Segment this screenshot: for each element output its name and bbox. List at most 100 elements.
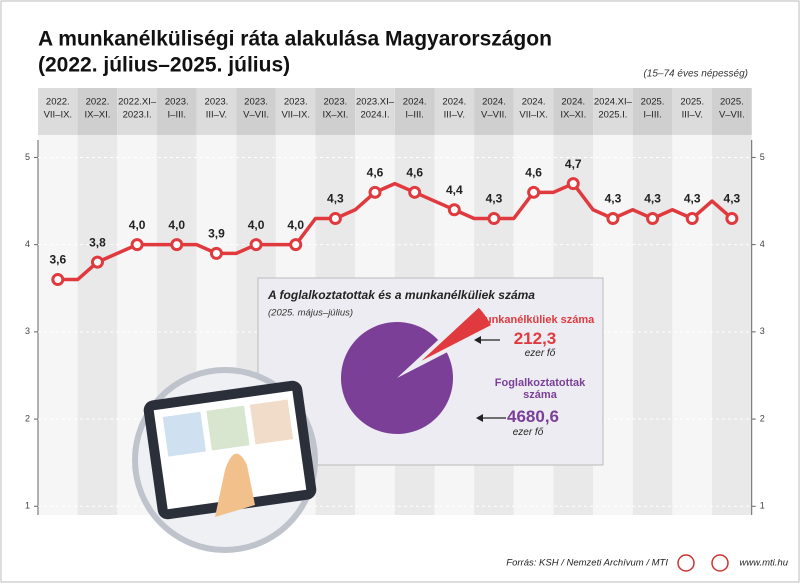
x-tick-label: 2024. [442,97,466,108]
header-cell [77,88,118,135]
y-tick-label: 1 [760,501,765,511]
x-tick-label: 2024. [561,97,585,108]
marker [408,185,422,199]
header-cell [593,88,633,135]
y-tick-label: 3 [25,326,30,336]
marker [368,185,382,199]
data-label: 4,0 [287,218,304,232]
data-label: 4,0 [248,218,265,232]
x-tick-label: IX–XI. [85,110,111,121]
data-label: 4,0 [129,218,146,232]
website: www.mti.hu [739,558,788,569]
data-label: 4,3 [327,192,344,206]
x-tick-label: 2024. [482,97,506,108]
x-tick-label: 2025. [641,97,665,108]
marker [685,211,699,225]
marker [606,211,620,225]
x-tick-label: V–VII. [243,110,269,121]
x-tick-label: VII–IX. [519,110,548,121]
header-cell [315,88,356,135]
header-cell [236,88,276,135]
line [57,181,734,282]
header-cell [434,88,475,135]
marker [527,185,541,199]
legend-label: Munkanélküliek száma [475,314,595,326]
inset-subtitle: (2025. május–július) [268,308,353,319]
hand [215,453,255,517]
inset-title: A foglalkoztatottak és a munkanélküliek … [267,288,535,302]
x-tick-label: 2022.XI– [118,97,157,108]
header-cell [712,88,752,135]
chart-subtitle: (2022. július–2025. július) [38,54,290,77]
marker [487,211,501,225]
chart-title: A munkanélküliségi ráta alakulása Magyar… [38,28,552,51]
header-cell [275,88,316,135]
x-tick-label: I–III. [405,110,423,121]
marker [328,211,342,225]
photo [206,405,250,451]
marker [447,203,461,217]
marker [90,255,104,269]
column-band [38,88,78,515]
data-label: 4,3 [486,192,503,206]
marker [566,177,580,191]
header-cell [117,88,157,135]
marker [170,238,184,252]
header-cell [553,88,594,135]
x-tick-label: 2023. [165,97,189,108]
marker [289,238,303,252]
marker [130,238,144,252]
x-tick-label: 2023. [284,97,308,108]
x-tick-label: 2023. [323,97,347,108]
data-label: 4,4 [446,183,463,197]
data-label: 3,6 [49,253,66,267]
y-tick-label: 3 [760,326,765,336]
logo [711,554,729,572]
x-tick-label: IX–XI. [560,110,586,121]
x-tick-label: III–V. [444,110,465,121]
x-tick-label: 2024. [403,97,427,108]
x-tick-label: VII–IX. [281,110,310,121]
x-tick-label: III–V. [682,110,703,121]
y-tick-label: 1 [25,501,30,511]
unit-label: ezer fő [524,348,556,359]
x-tick-label: 2023.XI– [356,97,395,108]
pie-slice [421,307,491,361]
y-tick-label: 4 [25,239,30,249]
x-tick-label: 2024.XI– [594,97,633,108]
marker [725,211,739,225]
photo [249,399,294,445]
y-tick-label: 5 [760,152,765,162]
pie-slice [341,322,454,435]
data-label: 4,3 [644,192,661,206]
column-band [632,88,673,515]
data-label: 212,3 [513,329,557,348]
header-cell [355,88,395,135]
data-label: 4,6 [525,165,542,179]
data-label: 4,7 [565,157,582,171]
header-cell [394,88,435,135]
y-tick-label: 5 [25,152,30,162]
x-tick-label: 2025. [720,97,744,108]
header-cell [38,88,78,135]
x-tick-label: V–VII. [481,110,507,121]
header-cell [196,88,237,135]
data-label: 4,6 [406,165,423,179]
y-tick-label: 4 [760,239,765,249]
x-tick-label: 2025. [680,97,704,108]
data-label: 4680,6 [507,407,559,426]
arrow-head [476,414,483,422]
column-band [672,88,713,515]
x-tick-label: I–III. [168,110,186,121]
x-tick-label: VII–IX. [44,110,73,121]
data-label: 4,3 [684,192,701,206]
header-cell [513,88,554,135]
x-tick-label: 2023. [244,97,268,108]
data-label: 4,0 [168,218,185,232]
data-label: 4,3 [724,192,741,206]
column-band [77,88,118,515]
header-cell [474,88,514,135]
header-cell [156,88,197,135]
